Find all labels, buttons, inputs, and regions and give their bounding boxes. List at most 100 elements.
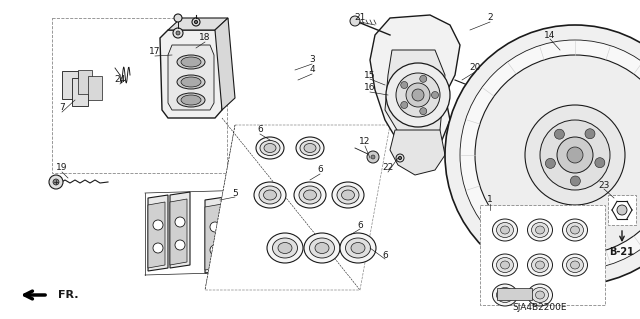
Ellipse shape <box>566 222 584 238</box>
Circle shape <box>195 20 198 24</box>
Ellipse shape <box>536 261 545 269</box>
Ellipse shape <box>342 190 355 200</box>
Polygon shape <box>170 199 187 265</box>
Circle shape <box>401 101 408 108</box>
Text: 6: 6 <box>257 125 263 135</box>
Ellipse shape <box>497 287 513 302</box>
Ellipse shape <box>566 257 584 272</box>
Circle shape <box>371 155 375 159</box>
Circle shape <box>175 240 185 250</box>
Polygon shape <box>72 78 88 106</box>
Circle shape <box>595 158 605 168</box>
Ellipse shape <box>303 190 317 200</box>
Circle shape <box>175 217 185 227</box>
Ellipse shape <box>256 137 284 159</box>
Ellipse shape <box>267 233 303 263</box>
Ellipse shape <box>181 95 201 105</box>
Ellipse shape <box>181 57 201 67</box>
Bar <box>608 195 636 225</box>
Ellipse shape <box>299 186 321 204</box>
Text: 24: 24 <box>115 76 125 85</box>
Circle shape <box>401 82 408 88</box>
Circle shape <box>445 25 640 285</box>
Circle shape <box>557 137 593 173</box>
Polygon shape <box>148 195 168 271</box>
Ellipse shape <box>340 233 376 263</box>
Text: 23: 23 <box>598 181 610 189</box>
Text: 6: 6 <box>357 220 363 229</box>
Polygon shape <box>227 201 244 267</box>
Ellipse shape <box>493 219 518 241</box>
Circle shape <box>396 73 440 117</box>
Circle shape <box>585 129 595 139</box>
Ellipse shape <box>493 284 518 306</box>
Text: 3: 3 <box>309 56 315 64</box>
Text: 21: 21 <box>355 13 365 23</box>
Ellipse shape <box>500 226 509 234</box>
Circle shape <box>520 126 528 134</box>
Circle shape <box>492 122 508 138</box>
Polygon shape <box>205 125 390 290</box>
Polygon shape <box>370 15 460 155</box>
Polygon shape <box>168 45 214 110</box>
Text: 14: 14 <box>544 31 556 40</box>
Ellipse shape <box>300 140 320 155</box>
Ellipse shape <box>527 284 552 306</box>
Circle shape <box>554 129 564 139</box>
Text: 17: 17 <box>149 48 161 56</box>
Text: 19: 19 <box>56 164 68 173</box>
Circle shape <box>570 176 580 186</box>
Ellipse shape <box>294 182 326 208</box>
Ellipse shape <box>260 140 280 155</box>
Circle shape <box>232 219 242 229</box>
Circle shape <box>477 112 484 120</box>
Text: 7: 7 <box>59 103 65 113</box>
Ellipse shape <box>181 77 201 87</box>
Circle shape <box>540 120 610 190</box>
Circle shape <box>617 205 627 215</box>
Ellipse shape <box>500 261 509 269</box>
Text: 6: 6 <box>382 250 388 259</box>
Ellipse shape <box>278 242 292 254</box>
Ellipse shape <box>177 93 205 107</box>
Polygon shape <box>385 50 445 145</box>
Ellipse shape <box>563 219 588 241</box>
Circle shape <box>153 243 163 253</box>
Polygon shape <box>205 204 222 270</box>
Text: 18: 18 <box>199 33 211 42</box>
Circle shape <box>473 84 483 94</box>
Circle shape <box>367 151 379 163</box>
Ellipse shape <box>570 226 579 234</box>
Ellipse shape <box>264 144 276 152</box>
Circle shape <box>192 18 200 26</box>
Ellipse shape <box>536 226 545 234</box>
Ellipse shape <box>531 222 548 238</box>
Circle shape <box>420 108 427 115</box>
Text: B-21: B-21 <box>609 247 634 257</box>
Ellipse shape <box>570 261 579 269</box>
Circle shape <box>49 175 63 189</box>
Circle shape <box>386 63 450 127</box>
Circle shape <box>176 31 180 35</box>
Circle shape <box>232 242 242 252</box>
Bar <box>480 205 605 305</box>
Circle shape <box>525 105 625 205</box>
Bar <box>497 288 532 300</box>
Ellipse shape <box>527 219 552 241</box>
Ellipse shape <box>497 257 513 272</box>
Ellipse shape <box>296 137 324 159</box>
Ellipse shape <box>351 242 365 254</box>
Polygon shape <box>215 18 235 110</box>
Ellipse shape <box>536 291 545 299</box>
Text: 16: 16 <box>364 84 376 93</box>
Circle shape <box>406 83 430 107</box>
Circle shape <box>477 140 484 148</box>
Polygon shape <box>88 76 102 100</box>
Bar <box>52 18 227 173</box>
Text: 22: 22 <box>382 164 394 173</box>
Ellipse shape <box>563 254 588 276</box>
Text: FR.: FR. <box>58 290 79 300</box>
Polygon shape <box>227 194 247 270</box>
Text: 6: 6 <box>317 166 323 174</box>
Text: 5: 5 <box>232 189 238 197</box>
